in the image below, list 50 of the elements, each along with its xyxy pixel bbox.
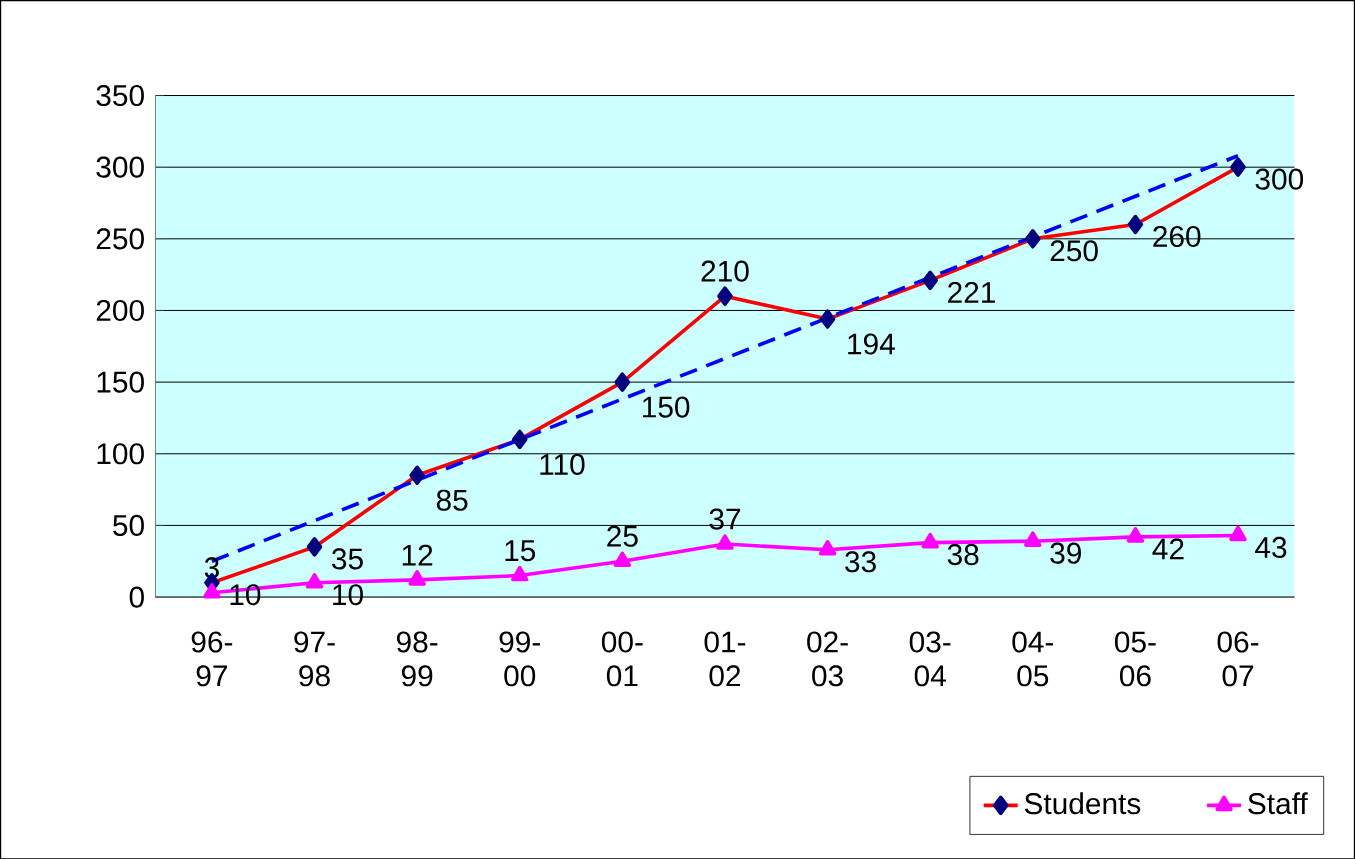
data-label: 194 <box>848 333 895 355</box>
point <box>305 572 324 589</box>
y-tick-label: 250 <box>96 228 144 250</box>
point <box>613 551 632 567</box>
point <box>1229 525 1247 542</box>
x-tick-label: 06-07 <box>1217 631 1259 687</box>
data-label: 12 <box>402 544 433 566</box>
x-tick-label: 01-02 <box>704 631 746 687</box>
y-tick-label: 0 <box>129 586 144 608</box>
x-tick-label: 03-04 <box>909 631 951 687</box>
y-tick-label: 150 <box>97 371 144 393</box>
point <box>203 582 221 599</box>
point <box>716 534 734 550</box>
data-label: 43 <box>1255 536 1287 558</box>
legend-label: Students <box>1024 792 1141 815</box>
y-tick-label: 300 <box>96 156 144 178</box>
legend-label: Staff <box>1248 792 1308 814</box>
point <box>1024 531 1042 547</box>
data-label: 15 <box>505 540 536 561</box>
x-tick-label: 00-01 <box>601 631 643 687</box>
x-tick-label: 05-06 <box>1114 631 1156 687</box>
data-label: 35 <box>332 548 363 570</box>
data-label: 210 <box>701 260 749 282</box>
data-label: 42 <box>1152 538 1184 560</box>
data-label: 39 <box>1050 542 1081 564</box>
data-label: 300 <box>1255 168 1304 190</box>
data-label: 85 <box>436 489 468 511</box>
data-label: 150 <box>643 396 690 418</box>
data-label: 33 <box>845 550 876 573</box>
data-label: 25 <box>607 525 638 547</box>
point <box>818 539 837 556</box>
x-tick-label: 04-05 <box>1012 631 1054 687</box>
y-tick-label: 50 <box>113 514 144 536</box>
point <box>511 565 529 582</box>
x-tick-label: 97-98 <box>294 631 335 687</box>
data-label: 37 <box>709 508 741 530</box>
data-label: 110 <box>540 453 585 475</box>
y-tick-label: 100 <box>97 442 144 465</box>
data-label: 221 <box>948 281 995 303</box>
x-tick-label: 96-97 <box>191 631 233 687</box>
x-tick-label: 98-99 <box>396 631 438 687</box>
x-tick-label: 02-03 <box>807 631 848 687</box>
data-label: 250 <box>1050 240 1098 262</box>
x-tick-label: 99-00 <box>499 631 540 687</box>
point <box>408 569 426 586</box>
data-label: 38 <box>947 543 979 565</box>
y-tick-label: 350 <box>96 84 144 106</box>
y-tick-label: 200 <box>96 299 144 321</box>
point <box>1126 526 1145 543</box>
point <box>921 532 939 549</box>
